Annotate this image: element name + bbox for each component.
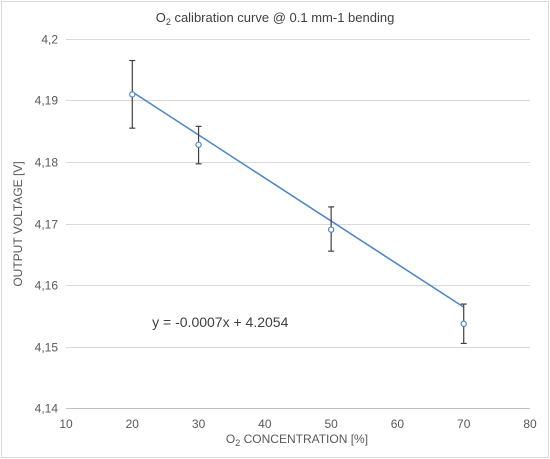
y-tick-labels: 4,14 4,15 4,16 4,17 4,18 4,19 4,2 [35, 33, 59, 416]
y-tick-label: 4,2 [41, 33, 58, 47]
x-tick-label: 20 [126, 417, 140, 431]
chart-title-prefix: O [156, 10, 166, 25]
chart-title-subscript: 2 [166, 17, 171, 27]
y-tick-label: 4,17 [35, 218, 59, 232]
y-tick-label: 4,19 [35, 94, 59, 108]
x-tick-label: 60 [391, 417, 405, 431]
x-tick-label: 50 [324, 417, 338, 431]
x-tick-labels: 10 20 30 40 50 60 70 80 [59, 417, 537, 431]
x-axis-label-suffix: CONCENTRATION [%] [240, 432, 368, 446]
x-axis-label-subscript: 2 [235, 438, 240, 448]
y-tick-label: 4,16 [35, 279, 59, 293]
y-tick-label: 4,15 [35, 341, 59, 355]
data-point [327, 226, 335, 233]
data-point [129, 91, 136, 98]
data-point [195, 141, 202, 148]
x-tick-label: 10 [59, 417, 73, 431]
x-tick-label: 70 [457, 417, 471, 431]
x-tick-label: 80 [523, 417, 537, 431]
x-axis-label: O2 CONCENTRATION [%] [226, 432, 368, 448]
data-point [460, 320, 467, 327]
chart-title: O2 calibration curve @ 0.1 mm-1 bending [156, 10, 395, 27]
trendline-layer [131, 91, 465, 308]
y-tick-label: 4,18 [35, 156, 59, 170]
data-points [129, 91, 467, 327]
gridlines [66, 39, 530, 409]
y-axis-label: OUTPUT VOLTAGE [V] [11, 161, 25, 286]
error-bars [129, 59, 467, 345]
y-tick-label: 4,14 [35, 402, 59, 416]
x-axis-label-prefix: O [226, 432, 235, 446]
x-tick-label: 30 [192, 417, 206, 431]
trendline-equation: y = -0.0007x + 4.2054 [152, 314, 288, 330]
trendline [131, 91, 465, 308]
x-tick-label: 40 [258, 417, 272, 431]
chart-title-suffix: calibration curve @ 0.1 mm-1 bending [171, 10, 394, 25]
